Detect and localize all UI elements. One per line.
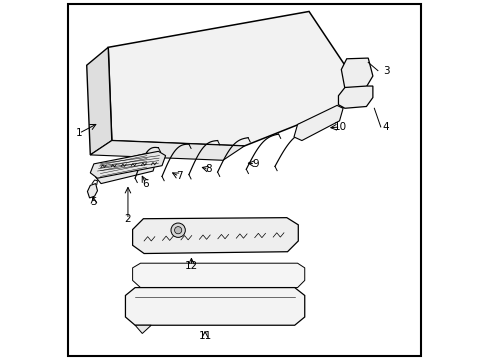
Text: 11: 11 xyxy=(198,331,211,341)
Polygon shape xyxy=(341,58,372,89)
Polygon shape xyxy=(86,47,112,155)
Text: 6: 6 xyxy=(142,179,149,189)
Polygon shape xyxy=(125,288,304,325)
Text: 8: 8 xyxy=(205,164,211,174)
Polygon shape xyxy=(132,218,298,253)
Polygon shape xyxy=(96,153,156,184)
Polygon shape xyxy=(135,325,151,333)
Text: 9: 9 xyxy=(251,159,258,169)
Text: 2: 2 xyxy=(124,215,131,224)
Polygon shape xyxy=(90,151,165,178)
Polygon shape xyxy=(87,184,97,198)
Circle shape xyxy=(171,223,185,237)
Polygon shape xyxy=(338,86,372,108)
Text: 12: 12 xyxy=(184,261,198,271)
Text: 4: 4 xyxy=(382,122,388,132)
Text: 1: 1 xyxy=(75,129,82,138)
Text: 7: 7 xyxy=(176,171,182,181)
Circle shape xyxy=(174,226,182,234)
Polygon shape xyxy=(90,140,244,160)
Text: 3: 3 xyxy=(382,66,388,76)
Text: 5: 5 xyxy=(90,197,97,207)
Polygon shape xyxy=(132,263,304,288)
Polygon shape xyxy=(108,12,366,146)
Polygon shape xyxy=(293,105,343,140)
Text: 10: 10 xyxy=(333,122,346,132)
